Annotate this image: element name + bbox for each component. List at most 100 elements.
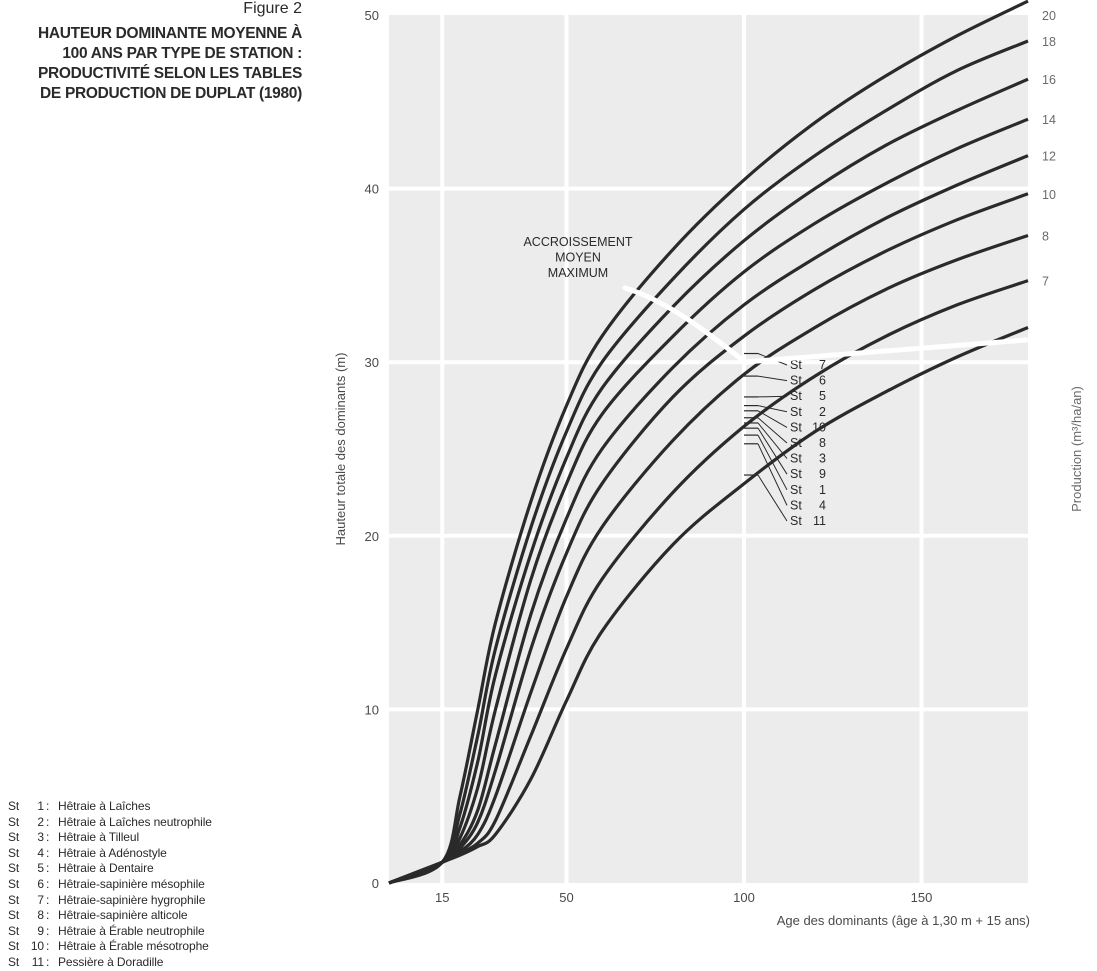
annotation-text: MOYEN [555,251,601,265]
legend-st: St [8,908,20,923]
station-label-number: 11 [813,514,826,528]
legend-name: Hêtraie à Laîches [58,799,151,813]
legend-st: St [8,939,20,954]
legend-item: St 10: Hêtraie à Érable mésotrophe [8,939,212,955]
x-axis-label: Age des dominants (âge à 1,30 m + 15 ans… [777,913,1030,928]
legend-separator: : [46,892,50,907]
legend-name: Hêtraie à Érable neutrophile [58,923,205,938]
station-label-number: 1 [819,483,826,497]
legend-separator: : [46,814,50,829]
legend-separator: : [46,845,50,860]
station-label-st: St [790,405,802,419]
station-label-number: 9 [819,467,826,481]
legend-name: Hêtraie à Érable mésotrophe [58,939,209,954]
station-label-st: St [790,483,802,497]
production-label: 7 [1042,275,1049,289]
station-label-number: 8 [819,436,826,450]
station-label-st: St [790,498,802,512]
legend-name: Hêtraie à Dentaire [58,861,154,876]
x-tick-label: 100 [733,890,755,905]
series-line [388,39,1029,885]
legend-separator: : [46,876,50,891]
station-leader [757,375,788,382]
figure-title-line: HAUTEUR DOMINANTE MOYENNE À [37,25,302,42]
y-tick-label: 20 [365,529,379,544]
y-tick-label: 50 [365,8,379,23]
legend-number: 2 [37,814,44,829]
y2-axis-label: Production (m³/ha/an) [1069,386,1084,512]
station-leader [757,427,788,475]
legend-number: 7 [37,892,44,907]
station-label-st: St [790,374,802,388]
production-label: 12 [1042,150,1056,164]
y-tick-label: 40 [365,182,379,197]
legend-st: St [8,845,20,860]
series-line [388,77,1029,885]
x-tick-label: 50 [559,890,573,905]
legend-number: 10 [30,939,44,954]
legend-number: 4 [37,845,44,860]
production-label: 8 [1042,229,1049,243]
legend-st: St [8,799,20,813]
production-label: 14 [1042,113,1056,127]
series-line [388,279,1029,885]
legend-st: St [8,923,20,938]
y-tick-label: 10 [365,702,379,717]
station-label-number: 7 [819,358,826,372]
series-line [388,326,1029,885]
figure-title-line: 100 ANS PAR TYPE DE STATION : [62,45,302,62]
legend-number: 6 [37,876,44,891]
station-label-number: 5 [819,389,826,403]
station-label-st: St [790,389,802,403]
legend-st: St [8,830,20,845]
figure-title-line: DE PRODUCTION DE DUPLAT (1980) [40,85,302,102]
station-label-st: St [790,358,802,372]
production-label: 18 [1042,35,1056,49]
x-tick-label: 150 [911,890,933,905]
legend-separator: : [46,908,50,923]
production-label: 16 [1042,73,1056,87]
station-leader [757,417,788,444]
station-label-st: St [790,436,802,450]
legend-st: St [8,892,20,907]
legend-separator: : [46,923,50,938]
station-leader [757,410,788,428]
station-label-st: St [790,420,802,434]
station-label-st: St [790,452,802,466]
figure-title: HAUTEUR DOMINANTE MOYENNE À 100 ANS PAR … [0,24,302,104]
annotation-arrow [622,285,1029,365]
legend-item: St 9: Hêtraie à Érable neutrophile [8,924,212,940]
station-label-number: 3 [819,452,826,466]
legend-number: 1 [37,799,44,813]
legend-st: St [8,876,20,891]
legend-item: St 1: Hêtraie à Laîches [8,799,212,815]
legend-name: Hêtraie-sapinière alticole [58,908,188,923]
legend-separator: : [46,939,50,954]
production-label: 20 [1042,9,1056,23]
legend-number: 3 [37,830,44,845]
legend-item: St 3: Hêtraie à Tilleul [8,830,212,846]
station-leader [757,405,788,413]
legend-separator: : [46,830,50,845]
legend-item: St 2: Hêtraie à Laîches neutrophile [8,815,212,831]
figure-title-line: PRODUCTIVITÉ SELON LES TABLES [37,65,302,82]
legend-st: St [8,814,20,829]
station-leader [757,395,788,398]
station-label-st: St [790,467,802,481]
x-tick-label: 15 [435,890,449,905]
legend-item: St 7: Hêtraie-sapinière hygrophile [8,893,212,909]
station-leader [757,474,788,522]
station-leader [757,443,788,506]
legend-name: Hêtraie à Adénostyle [58,845,167,860]
legend-st: St [8,861,20,876]
legend-separator: : [46,799,50,813]
legend-item: St 6: Hêtraie-sapinière mésophile [8,877,212,893]
y-axis-label: Hauteur totale des dominants (m) [333,353,348,546]
figure-label: Figure 2 [243,0,302,17]
station-label-number: 10 [812,420,826,434]
legend-name: Hêtraie-sapinière hygrophile [58,892,206,907]
legend-name: Hêtraie à Tilleul [58,830,140,845]
y-tick-label: 30 [365,355,379,370]
series-line [388,154,1029,885]
